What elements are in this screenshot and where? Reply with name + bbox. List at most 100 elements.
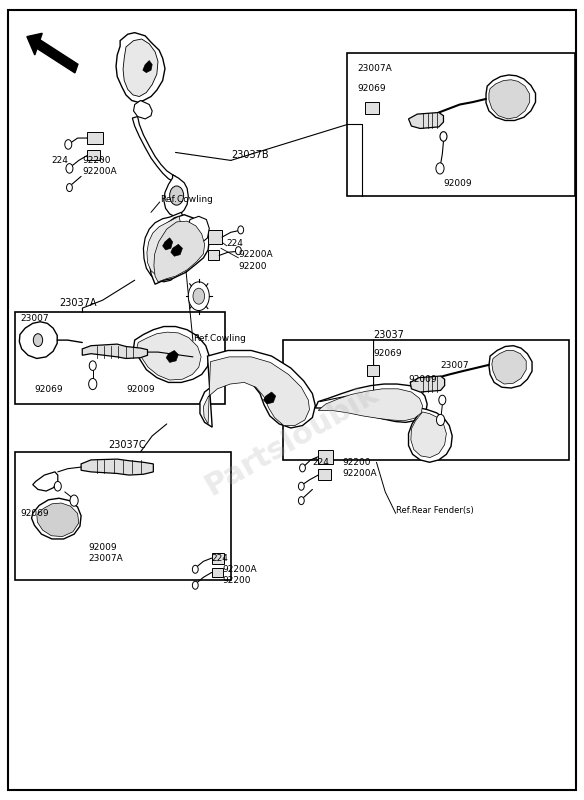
Polygon shape xyxy=(134,326,209,382)
Polygon shape xyxy=(318,389,422,421)
Text: 92200A: 92200A xyxy=(222,565,257,574)
Polygon shape xyxy=(492,350,526,384)
Text: 92200A: 92200A xyxy=(343,470,377,478)
Text: 92009: 92009 xyxy=(126,385,155,394)
Polygon shape xyxy=(187,216,209,243)
Polygon shape xyxy=(19,322,57,358)
Text: 92200: 92200 xyxy=(238,262,267,270)
Text: 92069: 92069 xyxy=(374,349,402,358)
Polygon shape xyxy=(133,117,175,182)
Bar xyxy=(367,365,380,376)
Text: Ref.Cowling: Ref.Cowling xyxy=(160,195,213,204)
Text: 23007A: 23007A xyxy=(358,63,392,73)
Circle shape xyxy=(298,482,304,490)
Polygon shape xyxy=(144,212,186,282)
Polygon shape xyxy=(81,459,154,475)
Polygon shape xyxy=(203,357,310,426)
Circle shape xyxy=(193,288,204,304)
Polygon shape xyxy=(33,472,58,491)
Polygon shape xyxy=(315,384,427,422)
Text: Partsloubik: Partsloubik xyxy=(200,378,384,502)
Bar xyxy=(207,230,222,244)
Text: 224: 224 xyxy=(51,156,68,166)
Circle shape xyxy=(436,163,444,174)
Text: 23037B: 23037B xyxy=(231,150,269,161)
Text: 23007: 23007 xyxy=(440,362,469,370)
Circle shape xyxy=(65,140,72,150)
Text: 23037A: 23037A xyxy=(59,298,96,308)
Bar xyxy=(211,568,223,578)
Text: 92009: 92009 xyxy=(409,375,437,384)
Text: Ref.Rear Fender(s): Ref.Rear Fender(s) xyxy=(396,506,474,515)
Circle shape xyxy=(238,226,244,234)
Polygon shape xyxy=(200,350,315,428)
Text: 92200A: 92200A xyxy=(82,167,117,176)
Polygon shape xyxy=(123,39,158,97)
Polygon shape xyxy=(486,75,536,121)
Circle shape xyxy=(440,132,447,142)
Text: 224: 224 xyxy=(211,554,228,563)
Text: 23007: 23007 xyxy=(20,314,48,322)
Bar xyxy=(211,553,224,564)
Text: Ref.Cowling: Ref.Cowling xyxy=(193,334,246,342)
Circle shape xyxy=(169,186,183,205)
Polygon shape xyxy=(82,344,148,358)
Text: 23037: 23037 xyxy=(374,330,405,340)
Circle shape xyxy=(89,361,96,370)
Circle shape xyxy=(298,497,304,505)
Polygon shape xyxy=(164,174,188,216)
Text: 92200: 92200 xyxy=(82,156,111,166)
Bar xyxy=(347,53,575,196)
Text: 92069: 92069 xyxy=(34,385,63,394)
Text: 92009: 92009 xyxy=(88,542,117,552)
Circle shape xyxy=(235,246,241,254)
Polygon shape xyxy=(411,412,446,458)
Circle shape xyxy=(192,582,198,590)
Circle shape xyxy=(436,414,444,426)
Polygon shape xyxy=(411,376,444,392)
Polygon shape xyxy=(171,244,182,256)
Polygon shape xyxy=(147,216,182,277)
Polygon shape xyxy=(489,346,532,388)
Bar xyxy=(15,312,225,404)
Circle shape xyxy=(33,334,43,346)
Polygon shape xyxy=(154,221,204,282)
Circle shape xyxy=(300,464,305,472)
Polygon shape xyxy=(263,392,276,404)
Bar xyxy=(365,102,380,114)
Text: 92069: 92069 xyxy=(20,509,48,518)
Polygon shape xyxy=(116,33,165,102)
Circle shape xyxy=(188,282,209,310)
Circle shape xyxy=(70,495,78,506)
Bar xyxy=(87,150,100,161)
Polygon shape xyxy=(37,503,79,537)
Circle shape xyxy=(192,566,198,574)
Circle shape xyxy=(89,378,97,390)
Polygon shape xyxy=(143,61,152,73)
FancyArrow shape xyxy=(27,34,78,73)
Circle shape xyxy=(66,164,73,173)
Text: 92200: 92200 xyxy=(222,576,251,586)
Text: 92009: 92009 xyxy=(443,178,472,187)
Text: 224: 224 xyxy=(312,458,329,467)
Polygon shape xyxy=(150,214,209,284)
Polygon shape xyxy=(489,80,530,119)
Text: 224: 224 xyxy=(227,239,244,248)
Polygon shape xyxy=(166,350,178,362)
Text: 92200: 92200 xyxy=(343,458,371,467)
Text: 92069: 92069 xyxy=(358,84,387,94)
Polygon shape xyxy=(134,101,152,119)
Polygon shape xyxy=(163,238,172,250)
Circle shape xyxy=(67,183,72,191)
Bar xyxy=(87,132,103,145)
Text: 23037C: 23037C xyxy=(109,439,146,450)
Polygon shape xyxy=(409,113,443,129)
Bar xyxy=(207,250,219,260)
Text: 92200A: 92200A xyxy=(238,250,273,259)
Polygon shape xyxy=(32,498,81,539)
Polygon shape xyxy=(137,332,201,380)
Bar xyxy=(318,450,333,464)
Bar xyxy=(283,340,569,460)
Circle shape xyxy=(54,482,61,491)
Text: 23007A: 23007A xyxy=(88,554,123,563)
